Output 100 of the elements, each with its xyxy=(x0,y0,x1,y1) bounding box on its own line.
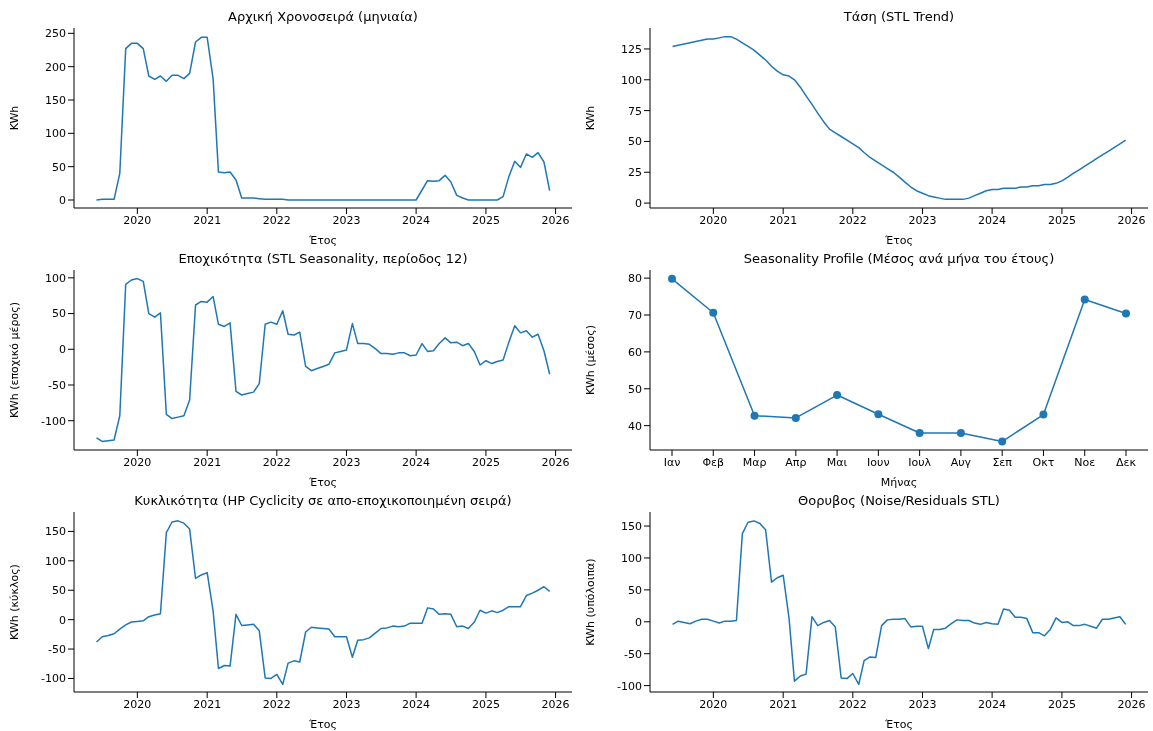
y-tick-label: 50 xyxy=(628,382,642,396)
x-tick-label: 2026 xyxy=(1117,697,1146,711)
x-axis-title: Μήνας xyxy=(880,476,918,489)
y-tick-label: 100 xyxy=(45,271,66,285)
x-tick-label: Ιαν xyxy=(663,455,681,469)
x-tick-label: 2021 xyxy=(769,213,798,227)
y-tick-label: 0 xyxy=(59,343,66,357)
point xyxy=(709,308,718,317)
point xyxy=(874,410,883,419)
chart-title: Εποχικότητα (STL Seasonality, περίοδος 12) xyxy=(177,250,469,268)
point xyxy=(956,429,965,438)
point xyxy=(1080,295,1089,304)
y-tick-label: 200 xyxy=(45,60,66,74)
y-tick-label: -50 xyxy=(48,378,66,392)
x-tick-label: 2021 xyxy=(769,697,798,711)
chart-title: Αρχική Χρονοσειρά (μηνιαία) xyxy=(227,8,419,26)
x-axis-title: Έτος xyxy=(307,476,338,489)
y-tick-label: 100 xyxy=(45,127,66,141)
x-tick-label: 2022 xyxy=(838,697,867,711)
x-axis-title: Έτος xyxy=(883,234,914,247)
y-tick-label: 50 xyxy=(52,160,66,174)
x-tick-label: Μαρ xyxy=(742,455,767,469)
x-tick-label: 2025 xyxy=(1047,697,1076,711)
x-tick-label: 2025 xyxy=(1047,213,1076,227)
x-tick-label: 2024 xyxy=(402,697,431,711)
chart-title: Θορυβος (Noise/Residuals STL) xyxy=(797,492,1001,510)
point xyxy=(668,274,676,283)
x-tick-label: 2021 xyxy=(193,213,222,227)
y-tick-label: 150 xyxy=(621,519,642,533)
y-tick-label: 100 xyxy=(621,73,642,87)
line-series xyxy=(95,520,551,686)
x-tick-label: Μαι xyxy=(826,455,848,469)
x-tick-label: 2023 xyxy=(908,697,937,711)
x-axis-title: Έτος xyxy=(307,234,338,247)
x-tick-label: Φεβ xyxy=(702,455,725,469)
y-tick-label: 40 xyxy=(628,419,642,433)
chart-title: Seasonality Profile (Μέσος ανά μήνα του έτους) xyxy=(742,250,1056,268)
x-tick-label: 2026 xyxy=(541,697,570,711)
y-tick-label: 50 xyxy=(52,307,66,321)
y-tick-label: 70 xyxy=(628,308,642,322)
line-series xyxy=(671,35,1127,201)
x-tick-label: Αυγ xyxy=(950,455,972,469)
y-tick-label: 100 xyxy=(45,554,66,568)
x-tick-label: 2023 xyxy=(332,455,361,469)
y-axis-title: KWh (μέσος) xyxy=(583,325,597,395)
x-tick-label: 2026 xyxy=(541,213,570,227)
x-tick-label: 2020 xyxy=(123,213,152,227)
y-tick-label: 60 xyxy=(628,345,642,359)
point xyxy=(750,411,759,420)
y-tick-label: -100 xyxy=(617,679,642,693)
x-tick-label: 2025 xyxy=(471,455,500,469)
x-tick-label: 2022 xyxy=(262,697,291,711)
x-tick-label: 2023 xyxy=(332,213,361,227)
point xyxy=(791,413,800,422)
x-tick-label: 2022 xyxy=(262,455,291,469)
y-tick-label: 75 xyxy=(628,104,642,118)
x-tick-label: 2025 xyxy=(471,213,500,227)
x-tick-label: Δεκ xyxy=(1116,455,1137,469)
y-tick-label: -50 xyxy=(48,642,66,656)
y-tick-label: 0 xyxy=(59,193,66,207)
x-tick-label: 2024 xyxy=(402,455,431,469)
x-tick-label: 2022 xyxy=(838,213,867,227)
x-tick-label: 2024 xyxy=(978,213,1007,227)
x-tick-label: 2023 xyxy=(332,697,361,711)
y-axis-title: KWh (υπόλοιπα) xyxy=(583,558,597,646)
y-axis-title: KWh (κύκλος) xyxy=(7,564,21,640)
point xyxy=(1122,309,1130,318)
point xyxy=(833,391,842,400)
x-tick-label: 2021 xyxy=(193,697,222,711)
x-tick-label: Ιουλ xyxy=(908,455,932,469)
y-tick-label: 250 xyxy=(45,27,66,41)
y-tick-label: 50 xyxy=(52,584,66,598)
x-tick-label: 2024 xyxy=(402,213,431,227)
x-tick-label: 2023 xyxy=(908,213,937,227)
x-tick-label: 2026 xyxy=(1117,213,1146,227)
point xyxy=(1039,410,1048,419)
y-tick-label: 80 xyxy=(628,272,642,286)
x-tick-label: 2020 xyxy=(123,697,152,711)
y-tick-label: -100 xyxy=(41,672,66,686)
chart-title: Τάση (STL Trend) xyxy=(842,8,956,26)
y-tick-label: 0 xyxy=(635,196,642,210)
point xyxy=(915,429,924,438)
x-tick-label: 2020 xyxy=(123,455,152,469)
y-tick-label: -50 xyxy=(624,647,642,661)
y-tick-label: 25 xyxy=(628,166,642,180)
x-tick-label: 2025 xyxy=(471,697,500,711)
chart-title: Κυκλικότητα (HP Cyclicity σε απο-εποχικοποιημένη σειρά) xyxy=(133,492,513,510)
x-tick-label: 2020 xyxy=(699,213,728,227)
y-axis-title: KWh (εποχικό μέρος) xyxy=(7,302,21,418)
x-tick-label: Ιουν xyxy=(867,455,890,469)
y-tick-label: 100 xyxy=(621,551,642,565)
x-tick-label: Απρ xyxy=(785,455,807,469)
x-tick-label: Νοε xyxy=(1074,455,1096,469)
x-axis-title: Έτος xyxy=(307,718,338,731)
y-tick-label: 0 xyxy=(635,615,642,629)
y-tick-label: 50 xyxy=(628,583,642,597)
x-axis-title: Έτος xyxy=(883,718,914,731)
y-tick-label: 50 xyxy=(628,135,642,149)
x-tick-label: 2026 xyxy=(541,455,570,469)
x-tick-label: 2020 xyxy=(699,697,728,711)
